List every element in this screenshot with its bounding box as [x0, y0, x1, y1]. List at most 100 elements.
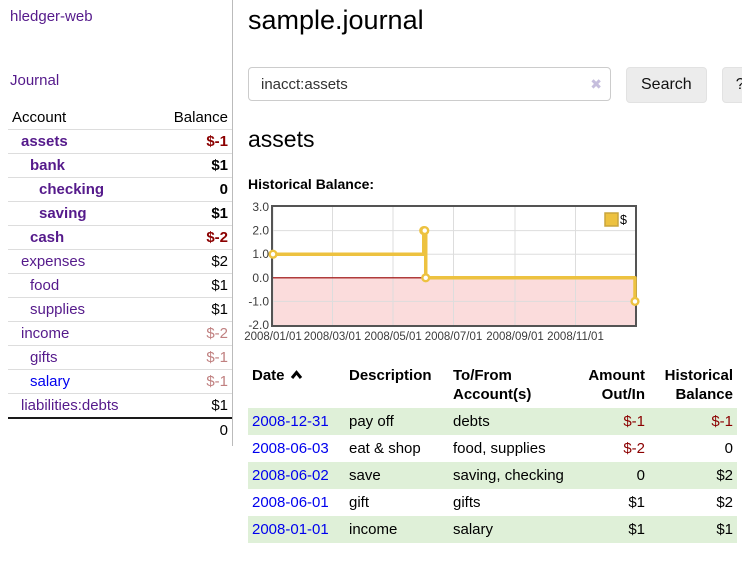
- help-button[interactable]: ?: [721, 67, 742, 104]
- svg-text:1.0: 1.0: [252, 248, 269, 262]
- account-balance: $2: [153, 249, 232, 274]
- account-balance: $-1: [153, 369, 232, 394]
- register-description: eat & shop: [349, 440, 421, 458]
- register-header-row: Date Description To/From Account(s) Amount …: [248, 364, 737, 408]
- account-balance: $-2: [153, 225, 232, 250]
- register-header-date[interactable]: Date: [248, 364, 345, 408]
- register-row: 2008-12-31 pay off debts $-1 $-1: [248, 408, 737, 436]
- register-table: Date Description To/From Account(s) Amount …: [248, 364, 737, 544]
- accounts-header-account: Account: [12, 109, 67, 126]
- register-accounts: gifts: [453, 494, 481, 512]
- sidebar-item-journal[interactable]: Journal: [10, 72, 60, 89]
- account-link-salary[interactable]: salary: [30, 373, 71, 390]
- sidebar-account-row: food $1: [8, 273, 232, 298]
- search-input[interactable]: [248, 67, 611, 102]
- account-link-saving[interactable]: saving: [39, 205, 87, 222]
- register-balance: $2: [716, 494, 733, 512]
- search-box: ✖: [248, 67, 611, 103]
- svg-text:2008/07/01: 2008/07/01: [425, 331, 483, 343]
- sort-ascending-icon: [290, 370, 302, 380]
- register-balance: $1: [716, 521, 733, 539]
- account-link-expenses[interactable]: expenses: [21, 253, 86, 270]
- account-link-checking[interactable]: checking: [39, 181, 105, 198]
- account-heading: assets: [248, 126, 315, 153]
- account-link-cash[interactable]: cash: [30, 229, 65, 246]
- account-link-bank[interactable]: bank: [30, 157, 66, 174]
- svg-text:2008/03/01: 2008/03/01: [304, 331, 362, 343]
- account-link-income[interactable]: income: [21, 325, 70, 342]
- search-form: ✖ Search ?: [248, 67, 742, 104]
- account-balance: $-1: [153, 345, 232, 370]
- search-button[interactable]: Search: [626, 67, 707, 104]
- register-date-link[interactable]: 2008-01-01: [252, 521, 329, 539]
- register-column-label: Historical Balance: [664, 367, 733, 404]
- register-date-link[interactable]: 2008-06-01: [252, 494, 329, 512]
- register-accounts: debts: [453, 413, 490, 431]
- register-amount: $1: [628, 521, 645, 539]
- account-link-assets[interactable]: assets: [21, 133, 68, 150]
- svg-text:2008/05/01: 2008/05/01: [364, 331, 422, 343]
- sidebar-account-row: saving $1: [8, 201, 232, 226]
- register-amount: $-2: [623, 440, 645, 458]
- accounts-header-balance: Balance: [173, 109, 228, 126]
- register-amount: $1: [628, 494, 645, 512]
- register-date-link[interactable]: 2008-12-31: [252, 413, 329, 431]
- nav-journal-wrap: Journal: [8, 72, 232, 89]
- register-row: 2008-06-02 save saving, checking 0 $2: [248, 462, 737, 490]
- register-header-to-from-account-s-: To/From Account(s): [449, 364, 570, 408]
- svg-text:0.0: 0.0: [252, 271, 269, 285]
- accounts-total-value: 0: [153, 417, 232, 442]
- register-balance: $-1: [711, 413, 733, 431]
- register-accounts: salary: [453, 521, 494, 539]
- svg-text:2.0: 2.0: [252, 224, 269, 238]
- register-header-historical-balance: Historical Balance: [649, 364, 737, 408]
- app-window: hledger-web Journal Account Balance asse…: [8, 0, 742, 544]
- register-column-label: To/From Account(s): [453, 367, 532, 404]
- register-description: gift: [349, 494, 370, 512]
- account-balance: 0: [153, 177, 232, 202]
- register-description: save: [349, 467, 381, 485]
- svg-text:-2.0: -2.0: [248, 318, 269, 332]
- account-balance: $1: [153, 393, 232, 418]
- account-link-supplies[interactable]: supplies: [30, 301, 86, 318]
- accounts-total-row: 0: [8, 417, 232, 442]
- register-balance: 0: [724, 440, 733, 458]
- register-header-description: Description: [345, 364, 449, 408]
- register-header-amount-out-in: Amount Out/In: [570, 364, 649, 408]
- clear-search-icon[interactable]: ✖: [590, 76, 602, 93]
- sidebar-account-row: expenses $2: [8, 249, 232, 274]
- accounts-table: Account Balance assets $-1 bank $1 checking 0…: [8, 106, 232, 442]
- register-description: income: [349, 521, 398, 539]
- svg-text:-1.0: -1.0: [248, 295, 269, 309]
- register-date-link[interactable]: 2008-06-02: [252, 467, 329, 485]
- sidebar-account-row: checking 0: [8, 177, 232, 202]
- sidebar-account-row: gifts $-1: [8, 345, 232, 370]
- account-balance: $-2: [153, 321, 232, 346]
- account-balance: $1: [153, 273, 232, 298]
- register-date-link[interactable]: 2008-06-03: [252, 440, 329, 458]
- svg-text:3.0: 3.0: [252, 200, 269, 214]
- account-balance: $1: [153, 297, 232, 322]
- register-row: 2008-01-01 income salary $1 $1: [248, 516, 737, 544]
- register-amount: $-1: [623, 413, 645, 431]
- register-description: pay off: [349, 413, 394, 431]
- register-column-label[interactable]: Date: [252, 367, 285, 385]
- register-row: 2008-06-01 gift gifts $1 $2: [248, 489, 737, 516]
- accounts-header-row: Account Balance: [8, 106, 232, 130]
- sidebar-account-row: cash $-2: [8, 225, 232, 250]
- account-balance: $1: [153, 201, 232, 226]
- account-link-gifts[interactable]: gifts: [30, 349, 58, 366]
- account-balance: $1: [153, 153, 232, 178]
- register-row: 2008-06-03 eat & shop food, supplies $-2 0: [248, 435, 737, 462]
- register-amount: 0: [636, 467, 645, 485]
- brand-link[interactable]: hledger-web: [10, 8, 93, 25]
- svg-text:$: $: [620, 213, 627, 227]
- brand-link-wrap: hledger-web: [8, 8, 232, 25]
- register-accounts: food, supplies: [453, 440, 546, 458]
- page-title: sample.journal: [248, 5, 424, 35]
- account-balance: $-1: [153, 129, 232, 154]
- register-accounts: saving, checking: [453, 467, 564, 485]
- account-link-liabilities-debts[interactable]: liabilities:debts: [21, 397, 119, 414]
- account-link-food[interactable]: food: [30, 277, 60, 294]
